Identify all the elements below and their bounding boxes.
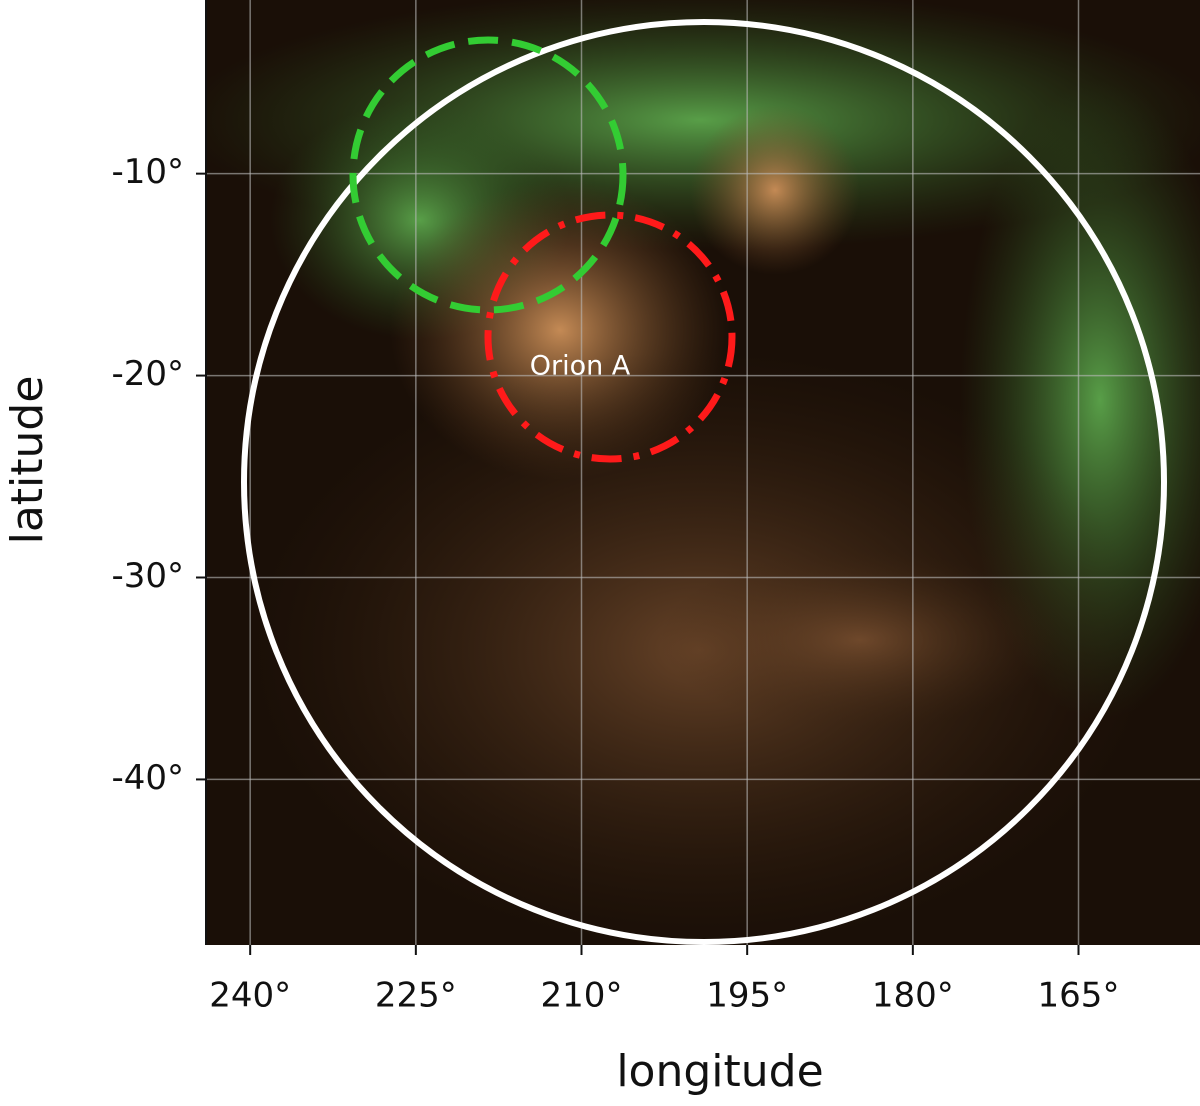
x-tick-label: 195°: [706, 976, 788, 1016]
x-tick-label: 210°: [541, 976, 623, 1016]
y-tick-label: -10°: [111, 152, 184, 192]
x-axis-label: longitude: [616, 1046, 823, 1097]
y-tick-label: -40°: [111, 758, 184, 798]
region-circle: [241, 19, 1167, 945]
green-circle: [349, 36, 627, 314]
annotation: Orion A: [530, 351, 631, 382]
x-tick-label: 180°: [872, 976, 954, 1016]
y-axis-label: latitude: [2, 376, 53, 545]
x-tick-label: 165°: [1038, 976, 1120, 1016]
y-tick-label: -20°: [111, 354, 184, 394]
grid: [206, 0, 1200, 945]
sky-image: [206, 0, 1200, 945]
y-tick-label: -30°: [111, 556, 184, 596]
x-tick-label: 225°: [375, 976, 457, 1016]
x-tick-label: 240°: [209, 976, 291, 1016]
red-circle: [484, 211, 736, 463]
